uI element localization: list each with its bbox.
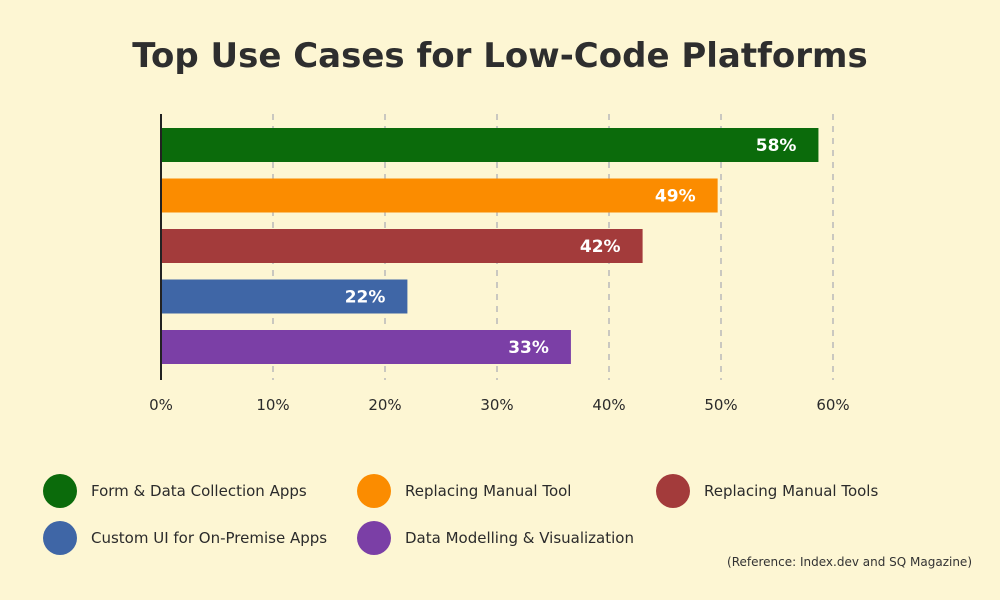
x-tick-label: 0% [149, 396, 173, 414]
x-tick-label: 60% [816, 396, 849, 414]
bar [161, 229, 643, 263]
x-tick-label: 30% [480, 396, 513, 414]
x-tick-label: 40% [592, 396, 625, 414]
x-axis-ticks: 0% 10% 20% 30% 40% 50% 60% [149, 396, 850, 414]
bar [161, 330, 571, 364]
x-tick-label: 10% [256, 396, 289, 414]
x-tick-label: 50% [704, 396, 737, 414]
bar-data-label: 58% [756, 136, 797, 156]
bar-data-label: 22% [345, 288, 386, 308]
x-tick-label: 20% [368, 396, 401, 414]
bar-data-label: 33% [508, 338, 549, 358]
bar [161, 279, 408, 314]
chart-title: Top Use Cases for Low-Code Platforms [132, 36, 868, 76]
bar-data-label: 49% [655, 187, 696, 207]
bars: 58% 49% 42% 22% 33% [161, 128, 819, 364]
bar [161, 128, 819, 162]
bar [161, 178, 718, 213]
reference-note: (Reference: Index.dev and SQ Magazine) [727, 555, 972, 569]
bar-data-label: 42% [580, 237, 621, 257]
